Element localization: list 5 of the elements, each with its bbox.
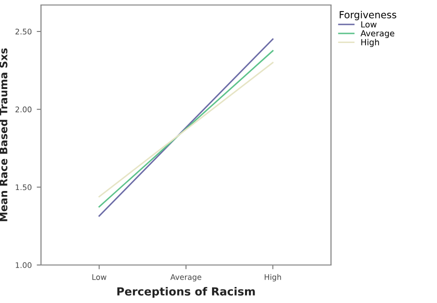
- legend-label: High: [361, 38, 379, 47]
- legend-label: Average: [360, 30, 394, 38]
- x-axis-title: Perceptions of Racism: [117, 286, 255, 298]
- legend-label: Low: [361, 21, 377, 28]
- legend-title: Forgiveness: [340, 10, 396, 20]
